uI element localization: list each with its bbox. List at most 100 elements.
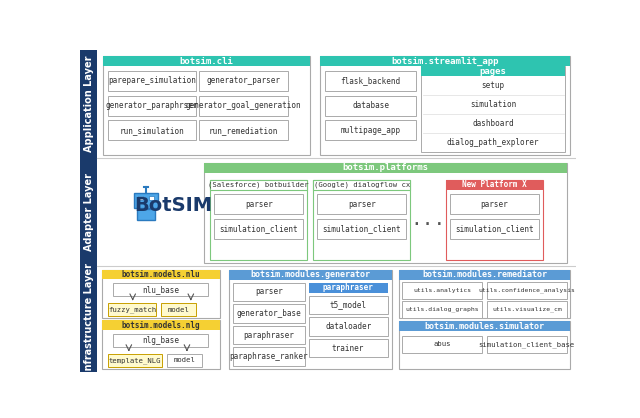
Bar — [313, 179, 410, 260]
Text: utils.dialog_graphs: utils.dialog_graphs — [406, 307, 479, 312]
Text: Adapter Layer: Adapter Layer — [84, 173, 93, 251]
Bar — [325, 96, 417, 116]
Text: botsim.models.nlu: botsim.models.nlu — [122, 270, 200, 279]
Text: t5_model: t5_model — [330, 301, 367, 310]
Text: simulation_client: simulation_client — [323, 224, 401, 233]
Bar — [149, 196, 154, 200]
Text: ...: ... — [410, 210, 445, 229]
Text: botsim.cli: botsim.cli — [180, 57, 234, 66]
Bar — [399, 321, 570, 331]
Text: (Salesforce) botbuilder: (Salesforce) botbuilder — [209, 181, 309, 188]
Bar — [320, 56, 570, 66]
Text: abus: abus — [433, 342, 451, 347]
Bar — [199, 120, 288, 140]
Bar — [102, 321, 220, 369]
Bar — [308, 296, 388, 314]
Bar — [136, 209, 155, 219]
Bar — [214, 194, 303, 214]
Text: model: model — [168, 307, 189, 313]
Text: database: database — [352, 101, 389, 110]
Bar — [199, 71, 288, 91]
Bar — [487, 282, 566, 299]
Text: parser: parser — [244, 200, 273, 209]
Text: utils.visualize_cm: utils.visualize_cm — [492, 307, 562, 312]
Bar — [308, 317, 388, 336]
Bar — [320, 56, 570, 155]
Bar — [399, 321, 570, 369]
Bar — [210, 179, 307, 260]
Bar — [108, 303, 156, 316]
Text: generator_parser: generator_parser — [207, 76, 280, 85]
Bar — [229, 270, 392, 280]
Bar — [399, 270, 570, 280]
Text: pages: pages — [479, 67, 506, 76]
Text: simulation: simulation — [470, 100, 516, 109]
Bar — [103, 56, 310, 66]
Bar — [233, 283, 305, 301]
Text: paraphrase_ranker: paraphrase_ranker — [229, 352, 308, 361]
Bar — [317, 194, 406, 214]
Text: botsim.modules.remediator: botsim.modules.remediator — [422, 270, 547, 279]
Bar — [103, 56, 310, 155]
Text: nlg_base: nlg_base — [142, 336, 179, 345]
Bar — [403, 301, 482, 318]
Text: flask_backend: flask_backend — [340, 76, 401, 85]
Text: template_NLG: template_NLG — [109, 357, 161, 364]
Bar — [204, 163, 566, 173]
Bar — [80, 50, 97, 158]
Bar — [102, 270, 220, 279]
Text: (Google) dialogflow cx: (Google) dialogflow cx — [314, 181, 410, 188]
Bar — [446, 179, 543, 260]
Text: run_simulation: run_simulation — [120, 126, 184, 135]
Text: botsim.modules.generator: botsim.modules.generator — [250, 270, 370, 279]
Bar — [450, 219, 539, 239]
Bar — [450, 194, 539, 214]
Bar — [403, 336, 482, 353]
Bar — [233, 347, 305, 366]
Bar — [80, 266, 97, 372]
Bar — [403, 282, 482, 299]
Text: Infrastructure Layer: Infrastructure Layer — [84, 263, 93, 375]
Text: nlu_base: nlu_base — [142, 285, 179, 294]
Text: trainer: trainer — [332, 344, 364, 353]
Bar — [108, 96, 196, 116]
Text: Application Layer: Application Layer — [84, 56, 93, 152]
Bar — [214, 219, 303, 239]
Bar — [229, 270, 392, 369]
Bar — [102, 270, 220, 318]
Bar — [317, 219, 406, 239]
Bar — [399, 270, 570, 318]
Bar — [108, 120, 196, 140]
Bar — [210, 179, 307, 189]
Bar — [308, 339, 388, 357]
Text: dialog_path_explorer: dialog_path_explorer — [447, 138, 540, 147]
Text: model: model — [173, 357, 196, 364]
Text: New Platform X: New Platform X — [462, 180, 527, 189]
Text: multipage_app: multipage_app — [340, 126, 401, 135]
Text: simulation_client_base: simulation_client_base — [479, 341, 575, 348]
Text: parepare_simulation: parepare_simulation — [108, 76, 196, 85]
Text: generator_goal_generation: generator_goal_generation — [186, 101, 301, 110]
Bar — [102, 321, 220, 330]
Text: paraphraser: paraphraser — [323, 283, 374, 292]
Bar — [233, 304, 305, 323]
Text: parser: parser — [348, 200, 376, 209]
Bar — [113, 334, 208, 347]
Text: botsim.streamlit_app: botsim.streamlit_app — [391, 57, 499, 66]
Bar — [487, 301, 566, 318]
Bar — [161, 303, 196, 316]
Text: botsim.modules.simulator: botsim.modules.simulator — [424, 322, 545, 331]
Bar — [80, 158, 97, 266]
Text: paraphraser: paraphraser — [243, 331, 294, 339]
Bar — [325, 120, 417, 140]
Text: simulation_client: simulation_client — [220, 224, 298, 233]
Text: botsim.platforms: botsim.platforms — [342, 163, 428, 172]
Bar — [446, 179, 543, 189]
Text: botsim.models.nlg: botsim.models.nlg — [122, 321, 200, 329]
Bar — [138, 196, 143, 200]
Text: setup: setup — [481, 81, 504, 90]
Text: BotSIM: BotSIM — [134, 196, 212, 215]
Text: utils.analytics: utils.analytics — [413, 288, 472, 293]
Text: simulation_client: simulation_client — [455, 224, 534, 233]
Bar — [167, 354, 202, 367]
